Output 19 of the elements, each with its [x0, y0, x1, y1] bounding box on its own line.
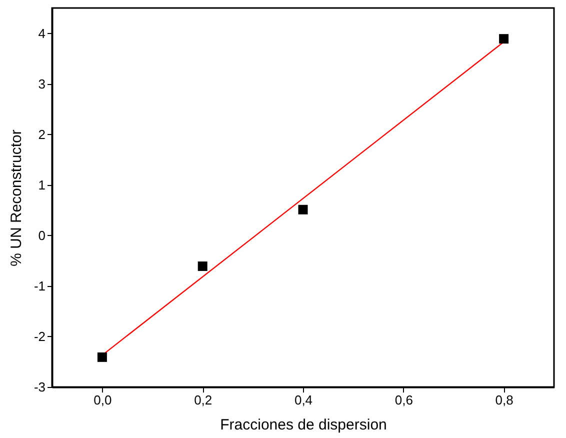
point [97, 352, 107, 362]
y-tick-label: 4 [38, 26, 46, 41]
y-tick-label: 2 [38, 126, 46, 142]
y-tick-label: -2 [34, 328, 46, 344]
x-tick-label: 0,8 [495, 392, 514, 408]
point [198, 261, 208, 271]
x-tick-label: 0,2 [194, 392, 212, 408]
y-tick-label: 3 [38, 76, 46, 92]
y-axis-title: % UN Reconstructor [8, 130, 25, 266]
y-tick-label: 1 [38, 177, 46, 192]
y-tick-label: -3 [34, 380, 46, 394]
y-tick-label: 0 [38, 228, 46, 243]
point [499, 34, 509, 44]
point [298, 204, 308, 214]
y-tick-label: -1 [34, 278, 46, 294]
x-tick-label: 0,4 [294, 392, 313, 408]
x-tick-label: 0,0 [94, 392, 112, 408]
x-axis-title: Fracciones de dispersion [220, 416, 387, 434]
x-tick-label: 0,6 [394, 392, 413, 408]
